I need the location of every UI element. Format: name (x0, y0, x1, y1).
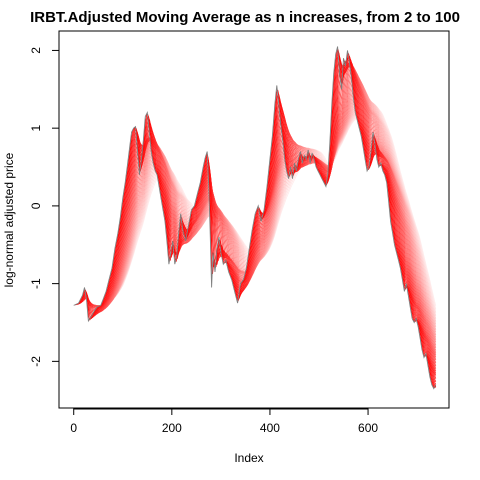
y-tick-label: -2 (29, 356, 43, 367)
price-line-group (73, 46, 437, 390)
moving-average-lines (75, 48, 437, 388)
x-tick-label: 400 (260, 421, 280, 435)
y-tick-label: 0 (29, 202, 43, 209)
y-tick-label: -1 (29, 278, 43, 289)
x-axis-label: Index (234, 451, 263, 465)
y-tick-label: 1 (29, 125, 43, 132)
chart-title: IRBT.Adjusted Moving Average as n increa… (30, 9, 460, 26)
x-tick-label: 600 (358, 421, 378, 435)
x-axis: 0 200 400 600 (70, 408, 378, 435)
x-tick-label: 0 (70, 421, 77, 435)
price-line (73, 46, 437, 390)
y-axis: -2 -1 0 1 2 (29, 47, 60, 367)
y-axis-label: log-normal adjusted price (2, 152, 16, 287)
y-tick-label: 2 (29, 47, 43, 54)
x-tick-label: 200 (162, 421, 182, 435)
